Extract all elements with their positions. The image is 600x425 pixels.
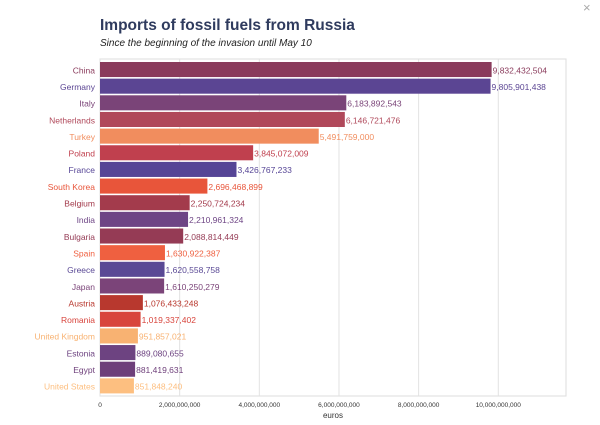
data-label: 3,426,767,233 [237, 165, 292, 175]
data-label: 2,088,814,449 [184, 232, 239, 242]
category-label: United Kingdom [35, 332, 95, 342]
data-label: 851,848,240 [135, 382, 183, 392]
bar [100, 78, 491, 94]
x-tick-label: 6,000,000,000 [318, 402, 360, 409]
bar [100, 261, 165, 277]
data-label: 6,183,892,543 [347, 99, 402, 109]
x-axis-label: euros [323, 411, 343, 420]
bar [100, 62, 492, 78]
category-label: Egypt [73, 365, 95, 375]
category-label: Greece [67, 265, 95, 275]
data-label: 951,857,021 [139, 332, 187, 342]
data-label: 9,805,901,438 [492, 82, 547, 92]
bar [100, 345, 136, 361]
data-label: 3,845,072,009 [254, 149, 309, 159]
chart-title: Imports of fossil fuels from Russia [100, 17, 355, 34]
category-label: South Korea [48, 182, 96, 192]
bar [100, 245, 165, 261]
x-tick-label: 10,000,000,000 [476, 402, 522, 409]
bar [100, 195, 190, 211]
bar [100, 278, 165, 294]
category-label: India [77, 215, 96, 225]
bar [100, 111, 345, 127]
chart-subtitle: Since the beginning of the invasion unti… [100, 38, 312, 49]
data-label: 881,419,631 [136, 365, 184, 375]
bar [100, 228, 184, 244]
category-label: China [73, 65, 95, 75]
category-label: Turkey [69, 132, 95, 142]
data-label: 1,610,250,279 [165, 282, 220, 292]
bar [100, 178, 208, 194]
category-label: Bulgaria [64, 232, 95, 242]
bar [100, 295, 143, 311]
x-tick-label: 8,000,000,000 [398, 402, 440, 409]
category-label: France [69, 165, 96, 175]
bar [100, 378, 134, 394]
category-label: Germany [60, 82, 96, 92]
x-tick-label: 2,000,000,000 [159, 402, 201, 409]
data-label: 1,076,433,248 [144, 298, 199, 308]
bar [100, 211, 189, 227]
category-label: Romania [61, 315, 95, 325]
data-label: 5,491,759,000 [320, 132, 375, 142]
category-label: Poland [69, 149, 96, 159]
data-label: 1,630,922,387 [166, 248, 221, 258]
bar [100, 95, 347, 111]
data-label: 2,696,468,899 [208, 182, 263, 192]
category-label: Italy [79, 99, 95, 109]
bar [100, 161, 237, 177]
data-label: 2,210,961,324 [189, 215, 244, 225]
category-label: Belgium [64, 199, 95, 209]
bar [100, 328, 138, 344]
category-label: Austria [69, 298, 96, 308]
data-label: 1,019,337,402 [142, 315, 197, 325]
data-label: 1,620,558,758 [166, 265, 221, 275]
x-tick-label: 4,000,000,000 [239, 402, 281, 409]
close-icon[interactable]: × [583, 0, 591, 15]
data-label: 9,832,432,504 [493, 65, 548, 75]
category-label: Netherlands [49, 115, 95, 125]
category-label: Estonia [67, 348, 96, 358]
data-label: 6,146,721,476 [346, 115, 401, 125]
x-tick-label: 0 [98, 402, 102, 409]
bar [100, 128, 319, 144]
data-label: 2,250,724,234 [191, 199, 246, 209]
bar [100, 145, 254, 161]
category-label: Japan [72, 282, 95, 292]
data-label: 889,080,655 [136, 348, 184, 358]
category-label: United States [44, 382, 95, 392]
category-label: Spain [73, 248, 95, 258]
bar [100, 311, 141, 327]
bar [100, 361, 136, 377]
